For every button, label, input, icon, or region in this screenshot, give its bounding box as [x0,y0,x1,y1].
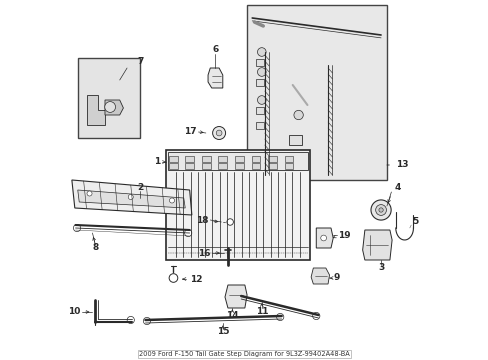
Circle shape [143,318,150,325]
Bar [235,156,243,162]
Text: 12: 12 [189,275,202,284]
Circle shape [127,316,134,324]
Bar [255,107,264,114]
Circle shape [257,96,265,104]
Circle shape [312,312,319,320]
Circle shape [257,48,265,56]
Bar [169,156,177,162]
Circle shape [87,191,92,196]
Bar [288,135,301,145]
Bar [284,163,292,169]
Polygon shape [224,285,246,308]
Bar [185,156,194,162]
Circle shape [73,224,81,231]
Bar [167,152,307,170]
Polygon shape [362,230,391,260]
Text: 11: 11 [255,307,267,316]
Circle shape [375,204,386,215]
Text: 19: 19 [338,230,350,239]
Bar [218,156,226,162]
Polygon shape [78,190,185,208]
Circle shape [184,229,191,237]
Bar [251,163,260,169]
Bar [251,156,260,162]
Text: 13: 13 [395,161,407,170]
Polygon shape [207,68,223,88]
Text: 10: 10 [68,307,81,316]
Circle shape [293,110,303,120]
Bar [202,156,210,162]
Text: 4: 4 [393,184,400,193]
Text: 14: 14 [225,310,238,320]
Circle shape [320,235,326,241]
Circle shape [128,194,133,199]
Text: 6: 6 [212,45,218,54]
Bar [267,163,276,169]
Circle shape [226,219,233,225]
Circle shape [276,314,283,321]
Circle shape [104,102,115,112]
Circle shape [216,130,222,136]
Bar [78,58,140,138]
Text: 2009 Ford F-150 Tail Gate Step Diagram for 9L3Z-99402A48-BA: 2009 Ford F-150 Tail Gate Step Diagram f… [139,351,349,357]
Text: 2: 2 [137,184,143,193]
Polygon shape [105,100,123,115]
Text: 17: 17 [184,127,197,136]
Bar [255,122,264,129]
Text: 7: 7 [137,58,143,67]
Bar [267,156,276,162]
Circle shape [169,198,174,203]
Circle shape [257,68,265,76]
Text: 1: 1 [154,157,160,166]
Polygon shape [310,268,329,284]
Bar [255,79,264,86]
Polygon shape [316,228,332,248]
Bar [169,163,177,169]
Circle shape [370,200,390,220]
Text: 5: 5 [411,217,417,226]
Bar [166,150,309,260]
Text: 15: 15 [216,328,228,337]
Bar [255,59,264,66]
Text: 18: 18 [196,216,208,225]
Text: 9: 9 [332,274,339,283]
Text: 3: 3 [377,264,384,273]
Text: 16: 16 [197,248,210,257]
Bar [284,156,292,162]
Circle shape [169,274,178,282]
Circle shape [212,126,225,139]
Polygon shape [86,95,105,125]
Bar [235,163,243,169]
Bar [185,163,194,169]
Bar [246,5,386,180]
Polygon shape [72,180,191,215]
Bar [202,163,210,169]
Circle shape [378,208,383,212]
Bar [218,163,226,169]
Text: 8: 8 [92,243,99,252]
